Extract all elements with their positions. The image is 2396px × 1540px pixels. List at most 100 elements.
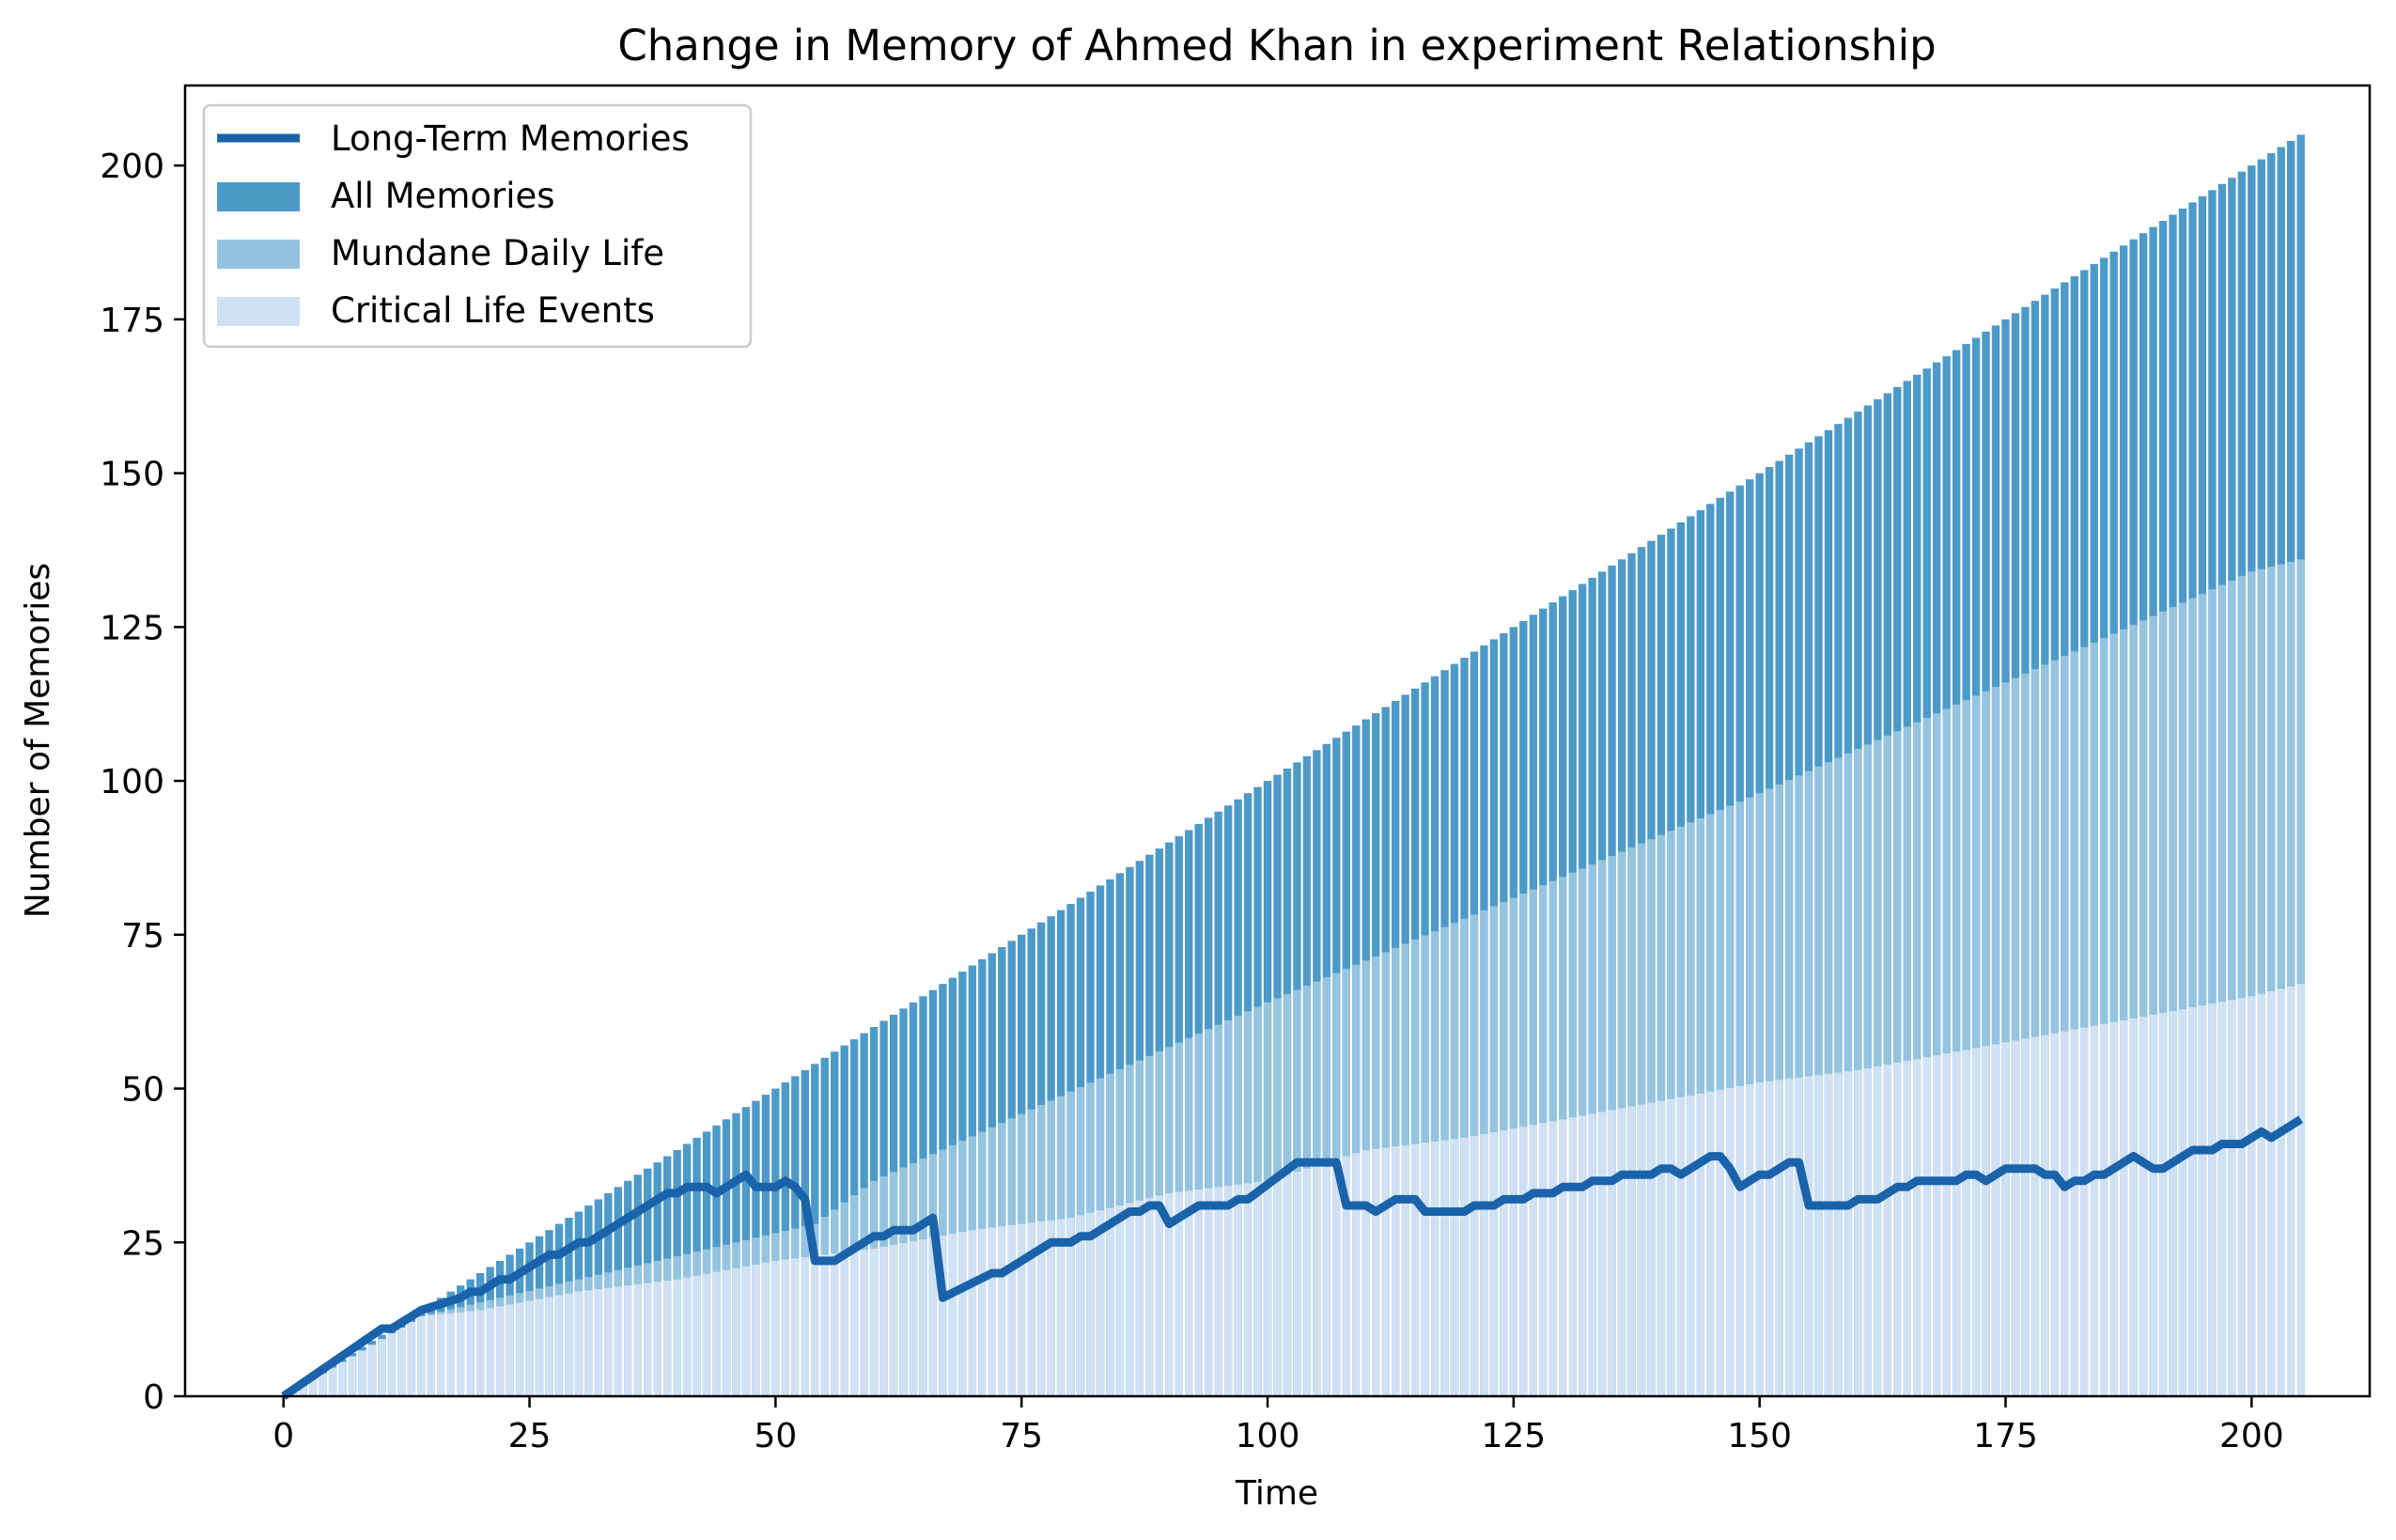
bar-critical xyxy=(1381,1147,1390,1396)
bar-mundane xyxy=(2011,677,2020,1396)
bar-critical xyxy=(2119,1019,2128,1396)
bar-critical xyxy=(299,1384,307,1396)
bar-critical xyxy=(1775,1080,1783,1396)
bar-critical xyxy=(1421,1143,1429,1396)
bar-critical xyxy=(1608,1110,1616,1396)
bar-critical xyxy=(554,1295,564,1396)
bar-critical xyxy=(1755,1081,1764,1396)
bar-critical xyxy=(771,1260,780,1396)
bar-mundane xyxy=(2257,568,2265,1396)
legend-box xyxy=(202,103,753,349)
bar-critical xyxy=(2198,1005,2207,1396)
bar-critical xyxy=(1962,1050,1970,1396)
bar-critical xyxy=(791,1258,800,1396)
bar-critical xyxy=(831,1253,839,1396)
bar-critical xyxy=(1115,1205,1125,1396)
bar-critical xyxy=(1223,1186,1233,1396)
bar-critical xyxy=(2070,1029,2078,1396)
bar-critical xyxy=(1765,1081,1774,1396)
bar-critical xyxy=(840,1252,848,1396)
bar-critical xyxy=(2139,1016,2148,1396)
bar-mundane xyxy=(2217,584,2227,1396)
bar-critical xyxy=(1922,1057,1931,1396)
x-tick-label: 25 xyxy=(508,1417,552,1455)
bar-mundane xyxy=(2169,607,2177,1396)
bar-critical xyxy=(1874,1066,1882,1396)
bar-critical xyxy=(2267,991,2276,1396)
bar-critical xyxy=(2188,1007,2197,1396)
bar-critical xyxy=(1047,1220,1055,1396)
bar-mundane xyxy=(2178,602,2187,1396)
bar-critical xyxy=(1430,1141,1439,1396)
bar-critical xyxy=(1194,1189,1203,1396)
x-axis: 0 25 50 75 100 125 150 175 200 xyxy=(272,1396,2284,1455)
x-tick-label: 100 xyxy=(1236,1417,1300,1455)
bar-critical xyxy=(594,1289,603,1396)
bar-critical xyxy=(722,1269,731,1396)
bar-critical xyxy=(2129,1018,2138,1396)
bar-mundane xyxy=(1922,718,1931,1396)
y-tick-label: 200 xyxy=(100,148,164,186)
bar-critical xyxy=(2011,1040,2020,1396)
bar-critical xyxy=(1450,1139,1459,1396)
bar-critical xyxy=(958,1232,967,1396)
bar-critical xyxy=(1155,1195,1164,1396)
long-term-memories-line xyxy=(281,1115,2304,1400)
bar-mundane xyxy=(2119,629,2128,1396)
bar-critical xyxy=(1243,1183,1252,1396)
bar-critical xyxy=(1716,1089,1724,1396)
bar-critical xyxy=(1145,1198,1154,1396)
bar-critical xyxy=(849,1251,859,1396)
bar-mundane xyxy=(2158,611,2168,1396)
bar-critical xyxy=(1352,1153,1361,1396)
bar-critical xyxy=(2277,988,2285,1396)
bar-critical xyxy=(1991,1044,2000,1396)
bar-critical xyxy=(1676,1097,1686,1396)
bar-critical xyxy=(1627,1106,1636,1396)
bar-critical xyxy=(1519,1127,1528,1396)
bar-mundane xyxy=(2149,615,2157,1396)
bar-critical xyxy=(437,1314,445,1396)
bar-mundane xyxy=(1982,691,1990,1396)
bar-critical xyxy=(1588,1113,1596,1396)
bar-critical xyxy=(2061,1031,2069,1396)
bar-critical xyxy=(998,1226,1006,1396)
bar-critical xyxy=(1657,1100,1666,1396)
bar-critical xyxy=(2149,1014,2157,1396)
bar-critical xyxy=(1056,1219,1066,1396)
bar-mundane xyxy=(2296,559,2305,1396)
bar-critical xyxy=(811,1255,819,1396)
bar-critical xyxy=(2090,1025,2098,1396)
bar-critical xyxy=(1814,1075,1823,1396)
bar-critical xyxy=(2257,993,2265,1396)
bar-critical xyxy=(1784,1079,1794,1396)
bar-critical xyxy=(1509,1128,1518,1396)
bar-critical xyxy=(761,1262,770,1396)
bar-critical xyxy=(565,1293,573,1396)
bar-critical xyxy=(1165,1192,1174,1396)
legend-label-critical: Critical Life Events xyxy=(331,290,655,331)
bar-critical xyxy=(1480,1134,1488,1396)
bar-critical xyxy=(732,1268,740,1396)
y-tick-label: 100 xyxy=(100,763,164,801)
bar-critical xyxy=(919,1238,927,1396)
bar-critical xyxy=(1126,1203,1134,1396)
bar-critical xyxy=(1205,1188,1213,1396)
bar-critical xyxy=(1539,1123,1548,1396)
bar-critical xyxy=(495,1306,505,1396)
bar-mundane xyxy=(2100,638,2108,1396)
bar-critical xyxy=(1253,1182,1262,1396)
bar-critical xyxy=(1460,1137,1469,1396)
bar-critical xyxy=(1322,1162,1331,1396)
bar-mundane xyxy=(2277,564,2285,1396)
bar-critical xyxy=(1971,1048,1981,1396)
bar-mundane xyxy=(2070,651,2078,1396)
bar-critical xyxy=(1361,1150,1370,1396)
bar-critical xyxy=(712,1271,721,1396)
bar-critical xyxy=(1706,1091,1715,1396)
bar-critical xyxy=(1637,1104,1646,1396)
bar-critical xyxy=(2041,1034,2049,1396)
bar-critical xyxy=(1027,1222,1035,1396)
legend: Long-Term Memories All Memories Mundane … xyxy=(202,103,753,349)
bar-critical xyxy=(1273,1177,1282,1396)
